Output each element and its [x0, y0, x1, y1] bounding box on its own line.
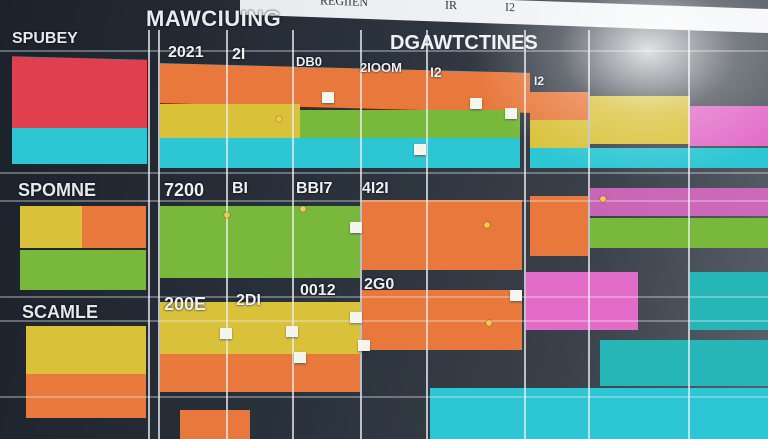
grid-line-v2: [158, 30, 160, 439]
sticky-note: [322, 92, 334, 103]
sticky-note: [220, 328, 232, 339]
col-label-r2-3: BBI7: [296, 180, 333, 197]
band-orange-left3: [26, 374, 146, 418]
band-teal-row3: [690, 272, 768, 330]
grid-line-h4: [0, 296, 768, 298]
col-label-r2-1: 7200: [164, 180, 205, 200]
push-pin: [276, 116, 282, 122]
top-strip-text-1: REGIIEN: [320, 0, 368, 10]
left-label-3: SCAMLE: [22, 302, 98, 322]
grid-line-v6: [426, 30, 428, 439]
grid-line-v9: [688, 30, 690, 439]
top-paper-strip: REGIIEN IR I2: [240, 0, 768, 34]
grid-line-v8: [588, 30, 590, 439]
band-orange-row1b: [530, 92, 588, 120]
col-label-r1-1: 2021: [168, 44, 204, 61]
sticky-note: [286, 326, 298, 337]
sticky-note: [510, 290, 522, 301]
band-yellow-row3: [160, 302, 360, 354]
grid-line-h2: [0, 172, 768, 174]
grid-line-h5: [0, 320, 768, 322]
col-label-r1-6: I2: [534, 74, 545, 88]
band-pink-row2: [590, 188, 768, 216]
col-label-r1-2: 2I: [232, 46, 246, 63]
top-strip-text-3: I2: [505, 0, 515, 15]
band-yellow-right1: [590, 96, 690, 144]
col-label-r3-3: 0012: [300, 282, 336, 299]
band-cyan-right1: [530, 148, 768, 168]
sticky-note: [414, 144, 426, 155]
grid-line-h3: [0, 200, 768, 202]
band-orange-row3b: [362, 290, 522, 350]
grid-line-h6: [0, 396, 768, 398]
grid-line-v7: [524, 30, 526, 439]
band-orange-row3: [160, 354, 360, 392]
grid-line-v4: [292, 30, 294, 439]
push-pin: [600, 196, 606, 202]
sticky-note: [505, 108, 517, 119]
band-green-left2: [20, 250, 146, 290]
sticky-note: [350, 222, 362, 233]
band-yellow-left2: [20, 206, 82, 248]
grid-line-v3: [226, 30, 228, 439]
band-green-right2: [590, 218, 768, 248]
col-label-r1-5: I2: [430, 64, 442, 80]
grid-line-v5: [360, 30, 362, 439]
col-label-r1-3: DB0: [296, 54, 323, 69]
band-orange-row2: [362, 200, 522, 270]
band-red-left: [12, 56, 147, 132]
col-label-r2-4: 4I2I: [362, 180, 389, 197]
push-pin: [486, 320, 492, 326]
push-pin: [484, 222, 490, 228]
band-cyan-left: [12, 128, 147, 164]
sticky-note: [470, 98, 482, 109]
col-label-r1-4: 2IOOM: [360, 60, 402, 75]
band-orange-bottom: [180, 410, 250, 439]
left-label-2: SPOMNE: [18, 180, 97, 200]
band-cyan-row1: [160, 138, 520, 168]
band-pink-right1: [690, 106, 768, 146]
band-cyan-bottom: [430, 388, 768, 439]
grid-line-h1: [0, 50, 768, 52]
col-label-r2-2: BI: [232, 180, 248, 197]
band-orange-row2b: [530, 196, 588, 256]
band-pink-row3: [526, 272, 638, 330]
col-label-r3-2: 2DI: [236, 292, 261, 309]
left-label-1: SPUBEY: [12, 30, 78, 47]
grid-line-v1: [148, 30, 150, 439]
sticky-note: [358, 340, 370, 351]
band-yellow-left3: [26, 326, 146, 374]
board-title: MAWCIUING: [146, 6, 282, 31]
band-orange-left2: [82, 206, 146, 248]
sticky-note: [294, 352, 306, 363]
col-label-r3-4: 2G0: [364, 276, 395, 293]
band-green-row2b: [160, 244, 360, 278]
band-teal-bottom: [600, 340, 768, 386]
top-strip-text-2: IR: [445, 0, 457, 13]
band-yellow-row1b: [530, 120, 588, 148]
push-pin: [300, 206, 306, 212]
push-pin: [224, 212, 230, 218]
band-green-row2: [160, 206, 360, 244]
col-label-r3-1: 200E: [164, 294, 207, 314]
sticky-note: [350, 312, 362, 323]
